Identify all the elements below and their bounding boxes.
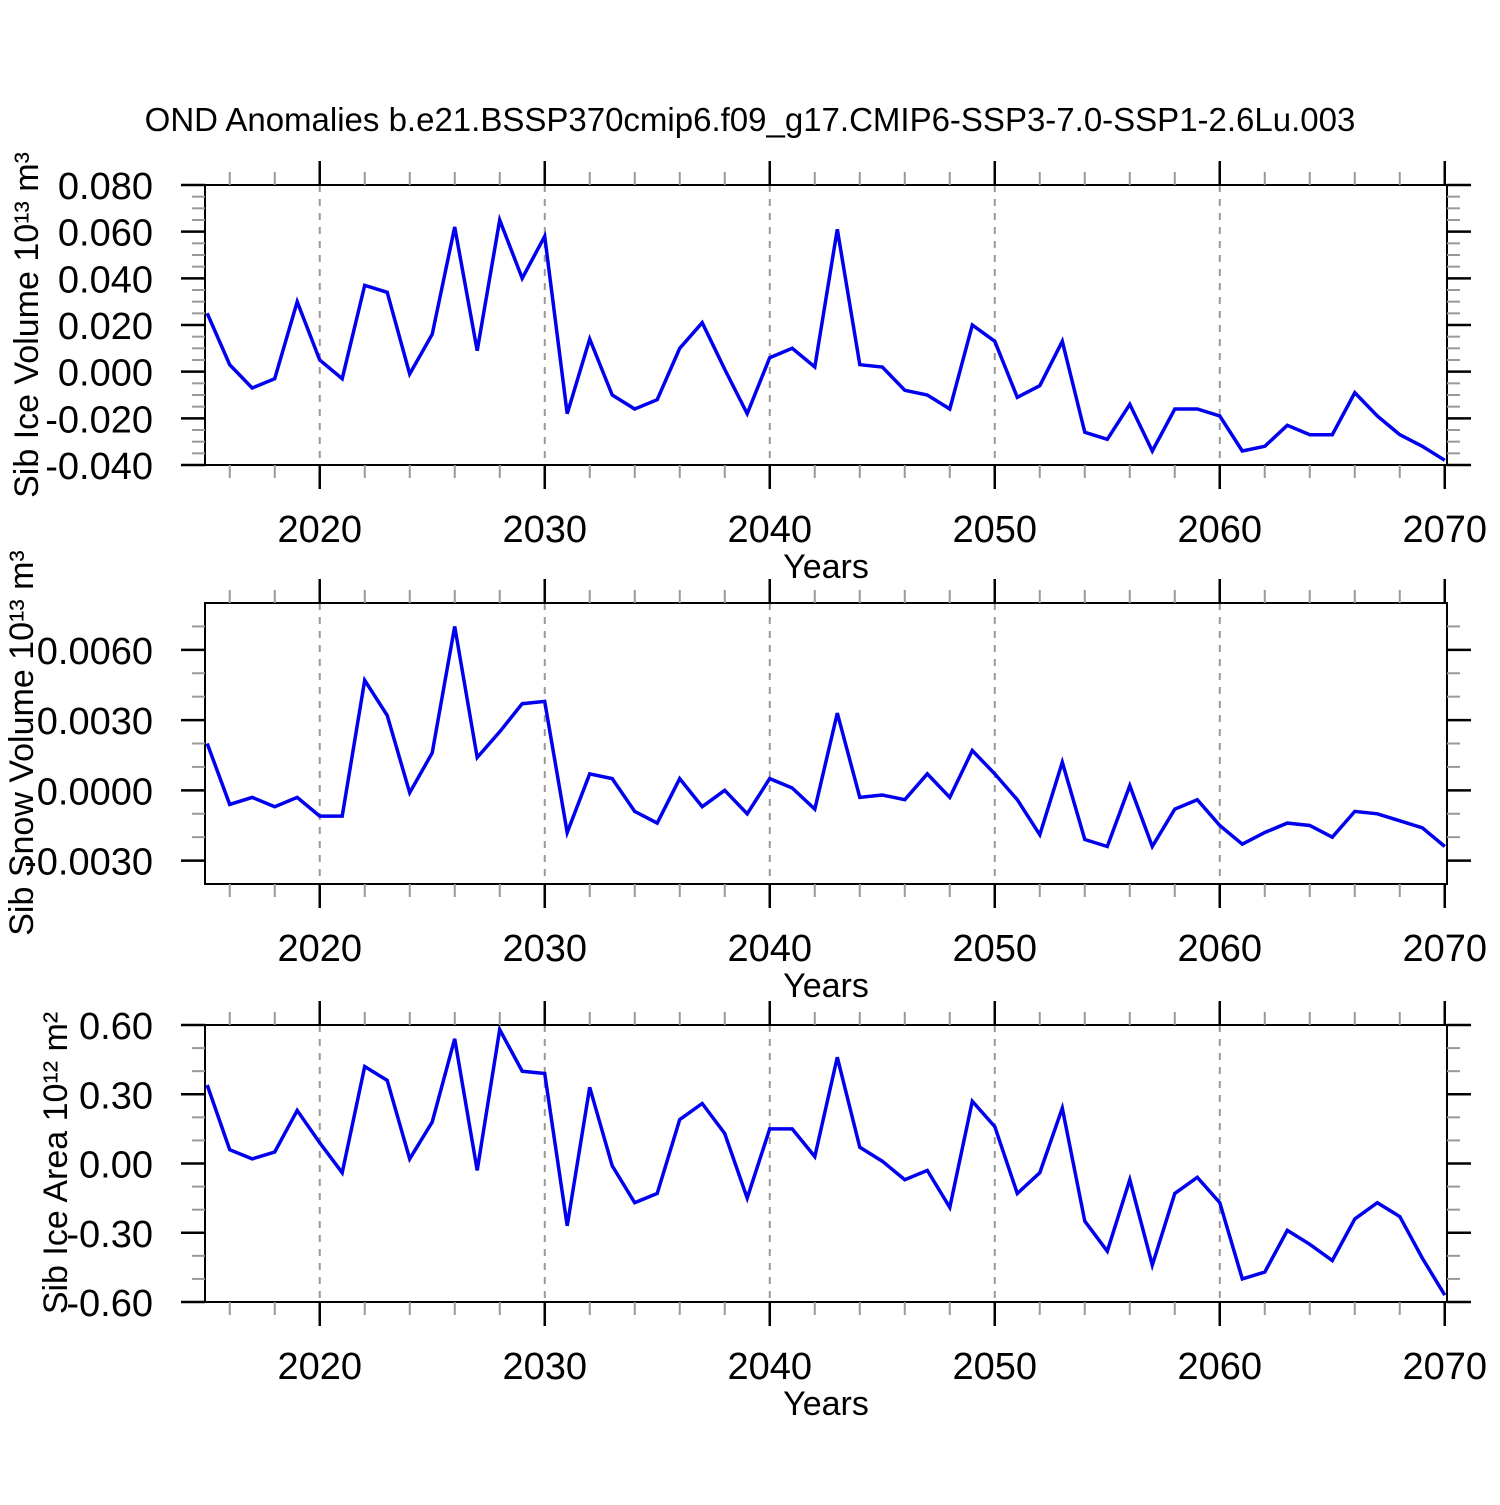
x-tick-label: 2030 (502, 1346, 587, 1388)
figure-title: OND Anomalies b.e21.BSSP370cmip6.f09_g17… (145, 101, 1356, 138)
x-tick-label: 2040 (727, 1346, 812, 1388)
y-tick-label: -0.0030 (24, 842, 153, 884)
y-axis-title-snow-volume: Sib Snow Volume 10¹³ m³ (3, 550, 41, 936)
y-tick-label: 0.0030 (37, 701, 153, 743)
data-line (205, 213, 1446, 462)
y-tick-label: 0.080 (58, 166, 153, 208)
x-tick-label: 2050 (952, 928, 1037, 970)
panel-2: 2020 2030 2040 2050 2060 2070 0.0060 0.0030 0.00… (24, 579, 1487, 970)
x-tick-label: 2030 (502, 928, 587, 970)
x-tick-label: 2030 (502, 509, 587, 551)
x-tick-label: 2040 (727, 509, 812, 551)
y-tick-label: 0.00 (79, 1145, 153, 1187)
x-tick-label: 2020 (277, 509, 362, 551)
y-tick-label: 0.0060 (37, 631, 153, 673)
y-tick-label: 0.040 (58, 259, 153, 301)
y-tick-label: 0.060 (58, 213, 153, 255)
x-tick-label: 2040 (727, 928, 812, 970)
y-tick-label: 0.30 (79, 1075, 153, 1117)
plot-frame (204, 1024, 1448, 1303)
x-axis-title-1: Years (783, 548, 869, 586)
x-tick-label: 2060 (1177, 509, 1262, 551)
plot-frame (204, 602, 1448, 885)
data-line (205, 626, 1446, 851)
x-axis-title-2: Years (783, 967, 869, 1005)
x-tick-label: 2060 (1177, 928, 1262, 970)
y-tick-label: -0.30 (66, 1214, 153, 1256)
x-tick-label: 2050 (952, 1346, 1037, 1388)
x-tick-label: 2050 (952, 509, 1037, 551)
x-tick-label: 2070 (1402, 1346, 1487, 1388)
x-tick-label: 2060 (1177, 1346, 1262, 1388)
plot-frame (204, 184, 1448, 466)
x-tick-label: 2070 (1402, 928, 1487, 970)
data-line (205, 1024, 1447, 1297)
y-tick-label: 0.020 (58, 306, 153, 348)
x-axis-title-3: Years (783, 1385, 869, 1423)
y-tick-label: 0.60 (79, 1006, 153, 1048)
y-tick-label: 0.0000 (37, 771, 153, 813)
x-tick-label: 2020 (277, 928, 362, 970)
y-axis-title-ice-volume: Sib Ice Volume 10¹³ m³ (8, 152, 46, 498)
y-tick-label: -0.020 (45, 399, 153, 441)
x-tick-label: 2020 (277, 1346, 362, 1388)
x-tick-label: 2070 (1402, 509, 1487, 551)
y-axis-title-ice-area: Sib Ice Area 10¹² m² (37, 1012, 75, 1314)
y-tick-label: 0.000 (58, 353, 153, 395)
y-tick-label: -0.60 (66, 1283, 153, 1325)
panel-3: 2020 2030 2040 2050 2060 2070 0.60 0.30 0.00 -0.3… (66, 1001, 1487, 1388)
y-tick-label: -0.040 (45, 446, 153, 488)
